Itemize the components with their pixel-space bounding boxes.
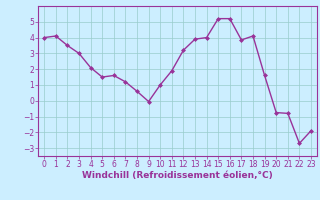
X-axis label: Windchill (Refroidissement éolien,°C): Windchill (Refroidissement éolien,°C) bbox=[82, 171, 273, 180]
